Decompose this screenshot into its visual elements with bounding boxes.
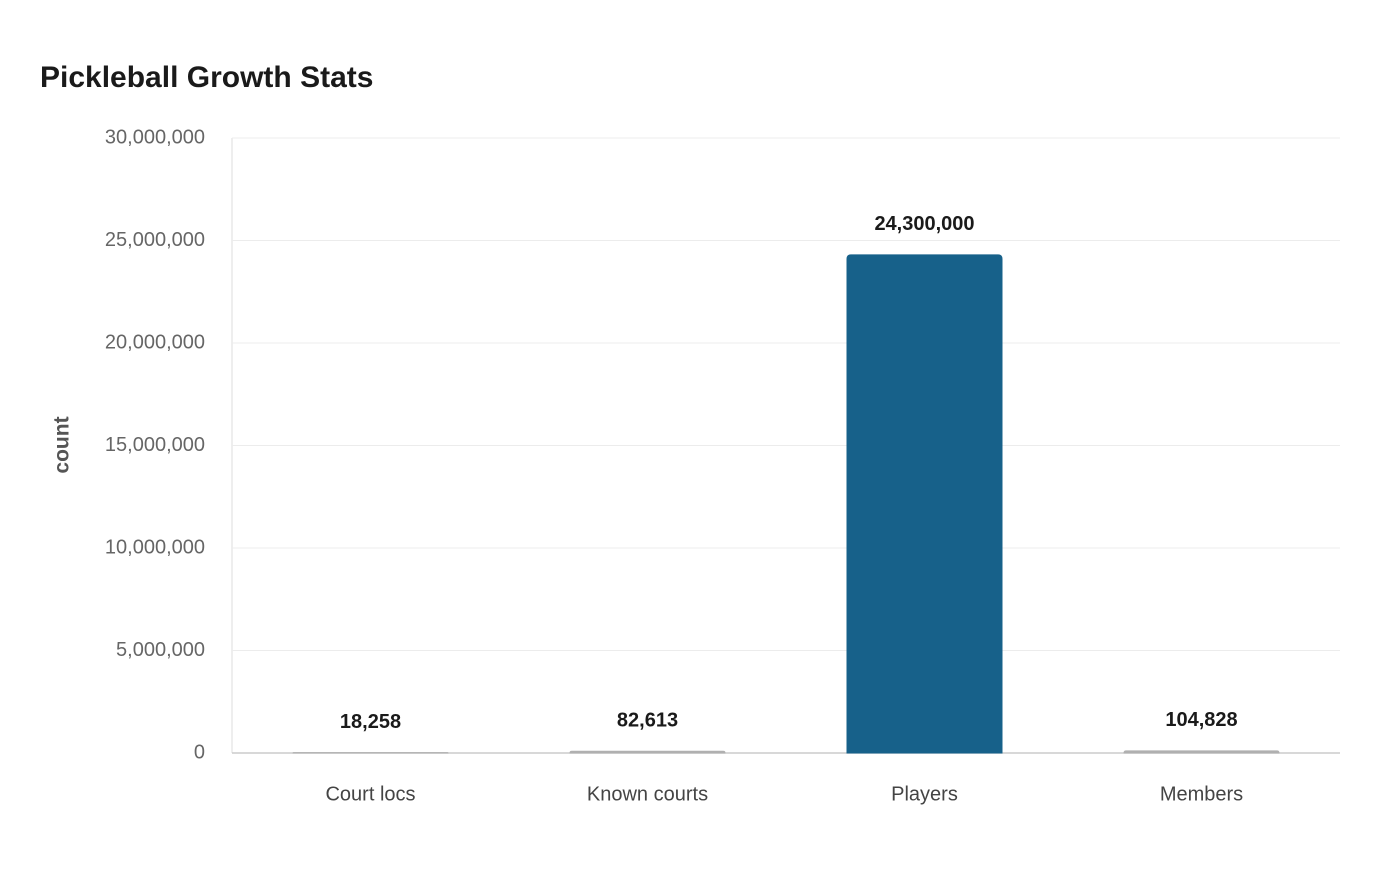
- y-tick-label: 15,000,000: [105, 434, 205, 456]
- y-tick-label: 25,000,000: [105, 229, 205, 251]
- value-label: 82,613: [617, 710, 678, 732]
- y-axis-label: count: [51, 416, 74, 473]
- x-tick-label: Known courts: [587, 783, 708, 805]
- x-tick-label: Players: [891, 783, 958, 805]
- y-tick-label: 5,000,000: [116, 639, 205, 661]
- x-tick-label: Court locs: [325, 783, 415, 805]
- value-label: 18,258: [340, 711, 401, 733]
- y-tick-label: 20,000,000: [105, 331, 205, 353]
- y-tick-label: 30,000,000: [105, 126, 205, 148]
- bar: [1123, 750, 1280, 754]
- y-tick-label: 0: [194, 741, 205, 763]
- value-label: 104,828: [1165, 709, 1237, 731]
- y-tick-label: 10,000,000: [105, 536, 205, 558]
- bar: [846, 254, 1003, 754]
- chart-title: Pickleball Growth Stats: [40, 61, 373, 94]
- x-tick-label: Members: [1160, 783, 1243, 805]
- bar: [569, 750, 726, 754]
- value-label: 24,300,000: [874, 213, 974, 235]
